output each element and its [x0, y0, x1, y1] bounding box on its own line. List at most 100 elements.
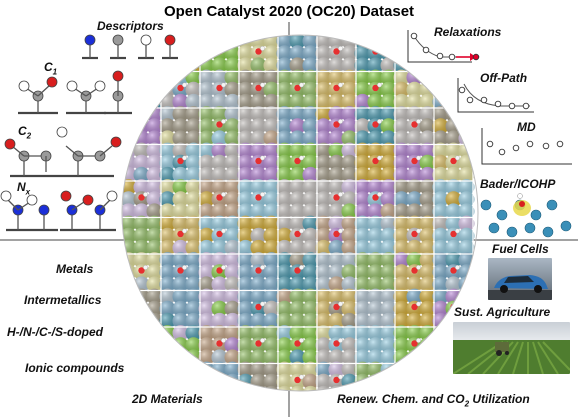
atom-shade — [263, 45, 280, 62]
adsorbate-atom — [377, 192, 382, 197]
atom-shade — [328, 57, 345, 74]
atom-shade — [211, 300, 228, 317]
atom-shade — [419, 239, 436, 256]
plot-point — [448, 53, 456, 61]
atom-shade — [237, 106, 254, 123]
atom-shade — [393, 288, 410, 305]
adsorbate-atom — [333, 376, 340, 384]
atom-shade — [276, 166, 293, 183]
atom-shade — [302, 130, 319, 147]
structure-tile — [315, 325, 358, 366]
atom-shade — [263, 227, 280, 244]
atom-shade — [315, 130, 332, 147]
atom-shade — [250, 106, 267, 123]
atom-shade — [289, 252, 306, 269]
atom-shade — [302, 361, 319, 378]
atom-shade — [406, 130, 423, 147]
atom-shade — [185, 166, 202, 183]
atom-shade — [237, 191, 254, 208]
atom-shade — [354, 142, 371, 159]
atom-shade — [445, 215, 462, 232]
atom-shade — [211, 276, 228, 293]
label-nx-main: N — [17, 180, 26, 194]
atom-shade — [276, 57, 293, 74]
adsorbate-atom — [333, 121, 340, 128]
atom-shade — [458, 166, 475, 183]
label-bader: Bader/ICOHP — [480, 177, 556, 191]
bond — [99, 199, 111, 211]
adsorbate-atom — [255, 157, 262, 165]
atom-shade — [380, 130, 397, 147]
atom-shade — [341, 239, 358, 256]
atom-shade — [122, 215, 137, 232]
atom-shade — [315, 349, 332, 366]
bond — [65, 145, 79, 157]
atom-shade — [315, 45, 332, 62]
adsorbate-atom — [177, 230, 184, 238]
plot-axis — [457, 78, 534, 113]
label-renew-suffix: Utilization — [469, 392, 530, 406]
atom-shade — [458, 227, 475, 244]
atom-shade — [380, 227, 397, 244]
atom-shade — [302, 300, 319, 317]
atom-shade — [263, 288, 280, 305]
plot-point — [512, 144, 520, 152]
atom-shade — [315, 93, 332, 110]
plot-point — [458, 86, 466, 94]
atom-shade — [185, 276, 202, 293]
atom-shade — [302, 215, 319, 232]
atom-shade — [263, 276, 280, 293]
atom-shade — [354, 179, 371, 196]
atom-shade — [354, 361, 371, 378]
atom-shade — [237, 57, 254, 74]
atom-shade — [289, 276, 306, 293]
atom-shade — [393, 106, 410, 123]
atom-shade — [354, 45, 371, 62]
atom-shade — [380, 264, 397, 281]
atom-shade — [172, 166, 189, 183]
atom-shade — [224, 166, 241, 183]
atom-shade — [354, 93, 371, 110]
atom-shade — [224, 154, 241, 171]
atom-shade — [328, 325, 345, 342]
atom-shade — [354, 69, 371, 86]
atom-shade — [406, 288, 423, 305]
atom-shade — [315, 191, 332, 208]
atom-shade — [289, 385, 306, 391]
atom-shade — [185, 300, 202, 317]
adsorbate-atom — [338, 374, 343, 380]
label-renew-prefix: Renew. Chem. and CO — [337, 392, 465, 406]
atom-shade — [224, 179, 241, 196]
adsorbate-atom — [333, 230, 340, 238]
adsorbate-atom — [517, 193, 523, 199]
atom-shade — [289, 312, 306, 329]
adsorbate-atom — [450, 267, 457, 274]
atom-shade — [224, 81, 241, 98]
atom-shade — [172, 325, 189, 342]
structure-tile — [315, 288, 358, 329]
atom-shade — [159, 166, 176, 183]
structure-tile — [354, 142, 397, 183]
atom-shade — [198, 203, 215, 220]
label-ionic: Ionic compounds — [25, 361, 125, 375]
atom-shade — [172, 252, 189, 269]
atom-shade — [224, 130, 241, 147]
atom-shade — [237, 93, 254, 110]
atom-shade — [380, 191, 397, 208]
molecule-atom — [82, 194, 94, 206]
adsorbate-atom — [216, 340, 223, 347]
adsorbate-atom — [260, 155, 265, 161]
atom-shade — [211, 154, 228, 171]
atom-shade — [159, 215, 176, 232]
atom-shade — [185, 288, 202, 305]
plot-point — [480, 96, 488, 104]
atom-shade — [432, 106, 449, 123]
crystal-atom — [560, 220, 572, 232]
atom-shade — [172, 215, 189, 232]
structure-tile — [315, 106, 358, 147]
atom-shade — [354, 57, 371, 74]
atom-shade — [263, 166, 280, 183]
atom-shade — [354, 252, 371, 269]
